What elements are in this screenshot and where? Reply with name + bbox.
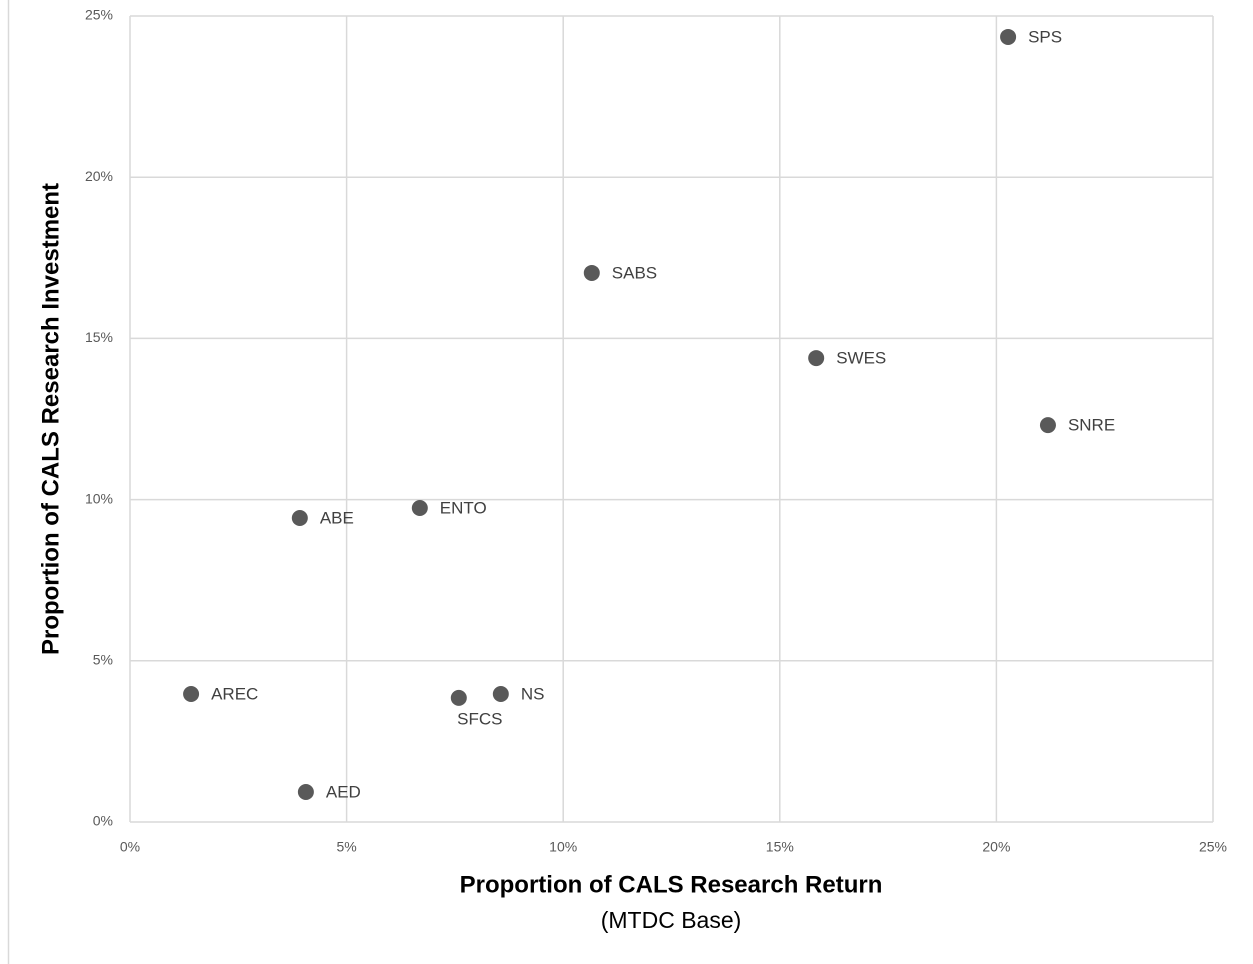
- x-tick-label: 25%: [1199, 839, 1227, 855]
- point: [808, 350, 825, 367]
- point-label: SNRE: [1068, 416, 1115, 435]
- x-tick-label: 15%: [766, 839, 794, 855]
- y-tick-label: 0%: [93, 813, 113, 829]
- point-label: NS: [521, 684, 545, 703]
- x-tick-label: 10%: [549, 839, 577, 855]
- point-label: SWES: [836, 349, 886, 368]
- point: [291, 509, 308, 526]
- point: [1000, 28, 1017, 45]
- point: [411, 499, 428, 516]
- x-axis-subtitle: (MTDC Base): [601, 907, 742, 933]
- point: [450, 689, 467, 706]
- point-label: SFCS: [457, 709, 502, 728]
- point: [1039, 417, 1056, 434]
- point-label: AED: [326, 783, 361, 802]
- point-label: AREC: [211, 684, 258, 703]
- point-label: ABE: [320, 508, 354, 527]
- y-tick-label: 15%: [85, 329, 113, 345]
- point-label: ENTO: [440, 498, 487, 517]
- y-tick-label: 10%: [85, 490, 113, 506]
- point-label: SPS: [1028, 27, 1062, 46]
- x-tick-label: 20%: [982, 839, 1010, 855]
- y-tick-label: 25%: [85, 7, 113, 23]
- x-axis-title: Proportion of CALS Research Return: [460, 871, 883, 898]
- point: [492, 686, 509, 703]
- x-tick-label: 0%: [120, 839, 140, 855]
- y-tick-label: 5%: [93, 652, 113, 668]
- y-axis-title: Proportion of CALS Research Investment: [37, 183, 64, 655]
- x-tick-label: 5%: [336, 839, 356, 855]
- point: [183, 686, 200, 703]
- point: [583, 264, 600, 281]
- point: [297, 784, 314, 801]
- y-tick-label: 20%: [85, 168, 113, 184]
- point-label: SABS: [612, 263, 657, 282]
